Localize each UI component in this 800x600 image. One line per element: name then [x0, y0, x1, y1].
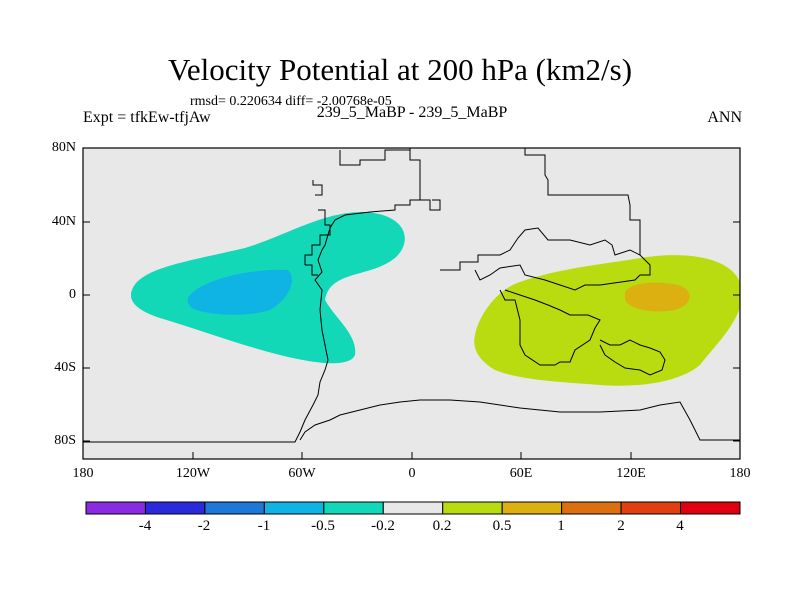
colorbar-label: 1: [557, 518, 565, 534]
colorbar-box: [204, 501, 265, 515]
colorbar-label: 4: [676, 518, 684, 534]
colorbar-label: 0.5: [492, 518, 512, 534]
colorbar-label: 0.2: [432, 518, 452, 534]
lon-label: 0: [408, 466, 416, 481]
colorbar-box: [442, 501, 503, 515]
rmsd-diff-stats: rmsd= 0.220634 diff= -2.00768e-05: [190, 94, 392, 109]
colorbar-label: 2: [617, 518, 625, 534]
colorbar-box: [501, 501, 563, 515]
colorbar-label: -0.5: [311, 518, 335, 534]
experiment-label: Expt = tfkEw-tfjAw: [83, 109, 211, 126]
season-label: ANN: [707, 109, 742, 126]
case-label: 239_5_MaBP - 239_5_MaBP: [316, 104, 508, 121]
lat-label: 40S: [54, 360, 76, 375]
lon-label: 180: [729, 466, 751, 481]
lon-label: 60W: [288, 466, 316, 481]
colorbar-box: [680, 501, 741, 515]
lat-label: 40N: [51, 214, 76, 229]
plot-title: Velocity Potential at 200 hPa (km2/s): [167, 52, 633, 87]
contour-pos-05-region: [625, 282, 690, 312]
lat-ticks: [83, 147, 740, 442]
colorbar: [85, 501, 741, 515]
lat-label: 80S: [54, 433, 76, 448]
lon-ticks: [82, 452, 741, 459]
colorbar-label: -1: [257, 518, 271, 534]
contour-neg-05-region: [187, 269, 292, 315]
lon-label: 120E: [616, 466, 646, 481]
colorbar-label: -2: [197, 518, 211, 534]
coastlines: [83, 148, 740, 443]
colorbar-box: [382, 501, 444, 515]
lat-label: 80N: [51, 140, 76, 155]
lat-label: 0: [69, 287, 76, 302]
lon-label: 180: [72, 466, 94, 481]
colorbar-label: -4: [138, 518, 152, 534]
colorbar-box: [620, 501, 682, 515]
lon-label: 60E: [509, 466, 533, 481]
colorbar-box: [85, 501, 146, 515]
colorbar-box: [144, 501, 206, 515]
colorbar-box: [323, 501, 384, 515]
lon-label: 120W: [175, 466, 211, 481]
colorbar-box: [561, 501, 622, 515]
colorbar-label: -0.2: [371, 518, 395, 534]
colorbar-box: [263, 501, 325, 515]
